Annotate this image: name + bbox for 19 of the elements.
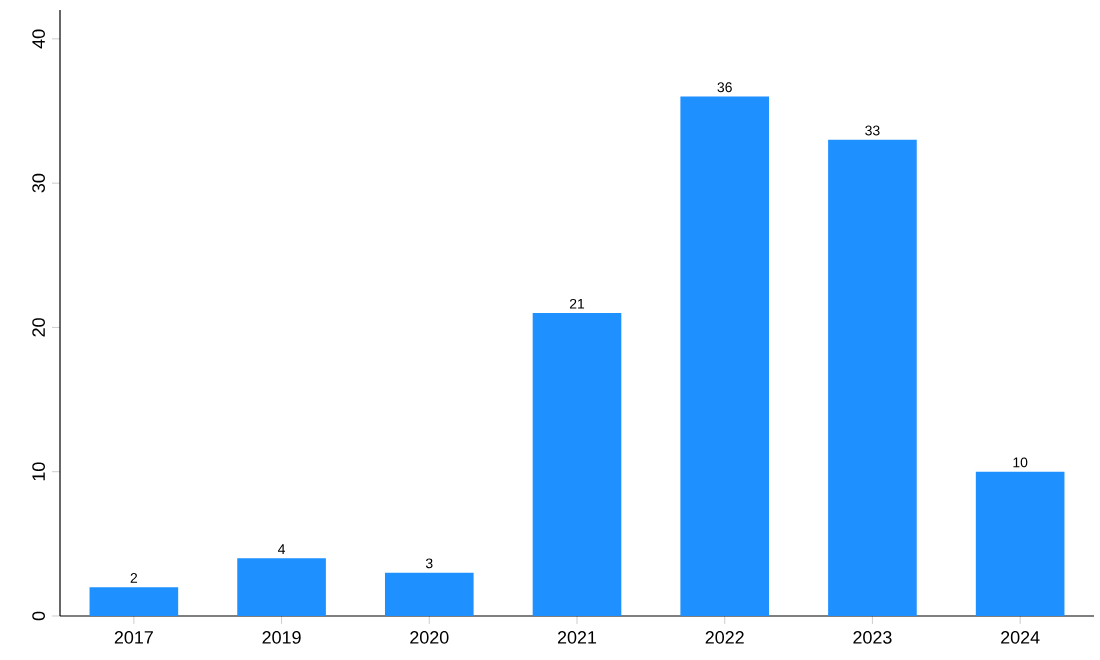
bar xyxy=(680,96,770,616)
y-tick-label: 40 xyxy=(32,29,45,49)
bar xyxy=(975,471,1065,616)
x-tick-label: 2022 xyxy=(705,631,744,644)
y-tick-label: 10 xyxy=(32,462,45,481)
y-tick-label: 30 xyxy=(32,173,45,193)
bar xyxy=(828,139,917,616)
y-tick-label: 0 xyxy=(32,611,45,621)
bar xyxy=(532,313,622,616)
x-tick-label: 2023 xyxy=(853,631,892,644)
bar xyxy=(89,587,179,616)
bar xyxy=(237,558,326,616)
x-tick-label: 2021 xyxy=(557,631,597,644)
x-tick-label: 2020 xyxy=(410,631,449,644)
x-tick-label: 2019 xyxy=(262,631,301,644)
x-tick-label: 2024 xyxy=(1001,631,1040,644)
y-tick-label: 20 xyxy=(32,318,45,337)
bar xyxy=(384,572,474,616)
x-tick-label: 2017 xyxy=(114,631,153,644)
